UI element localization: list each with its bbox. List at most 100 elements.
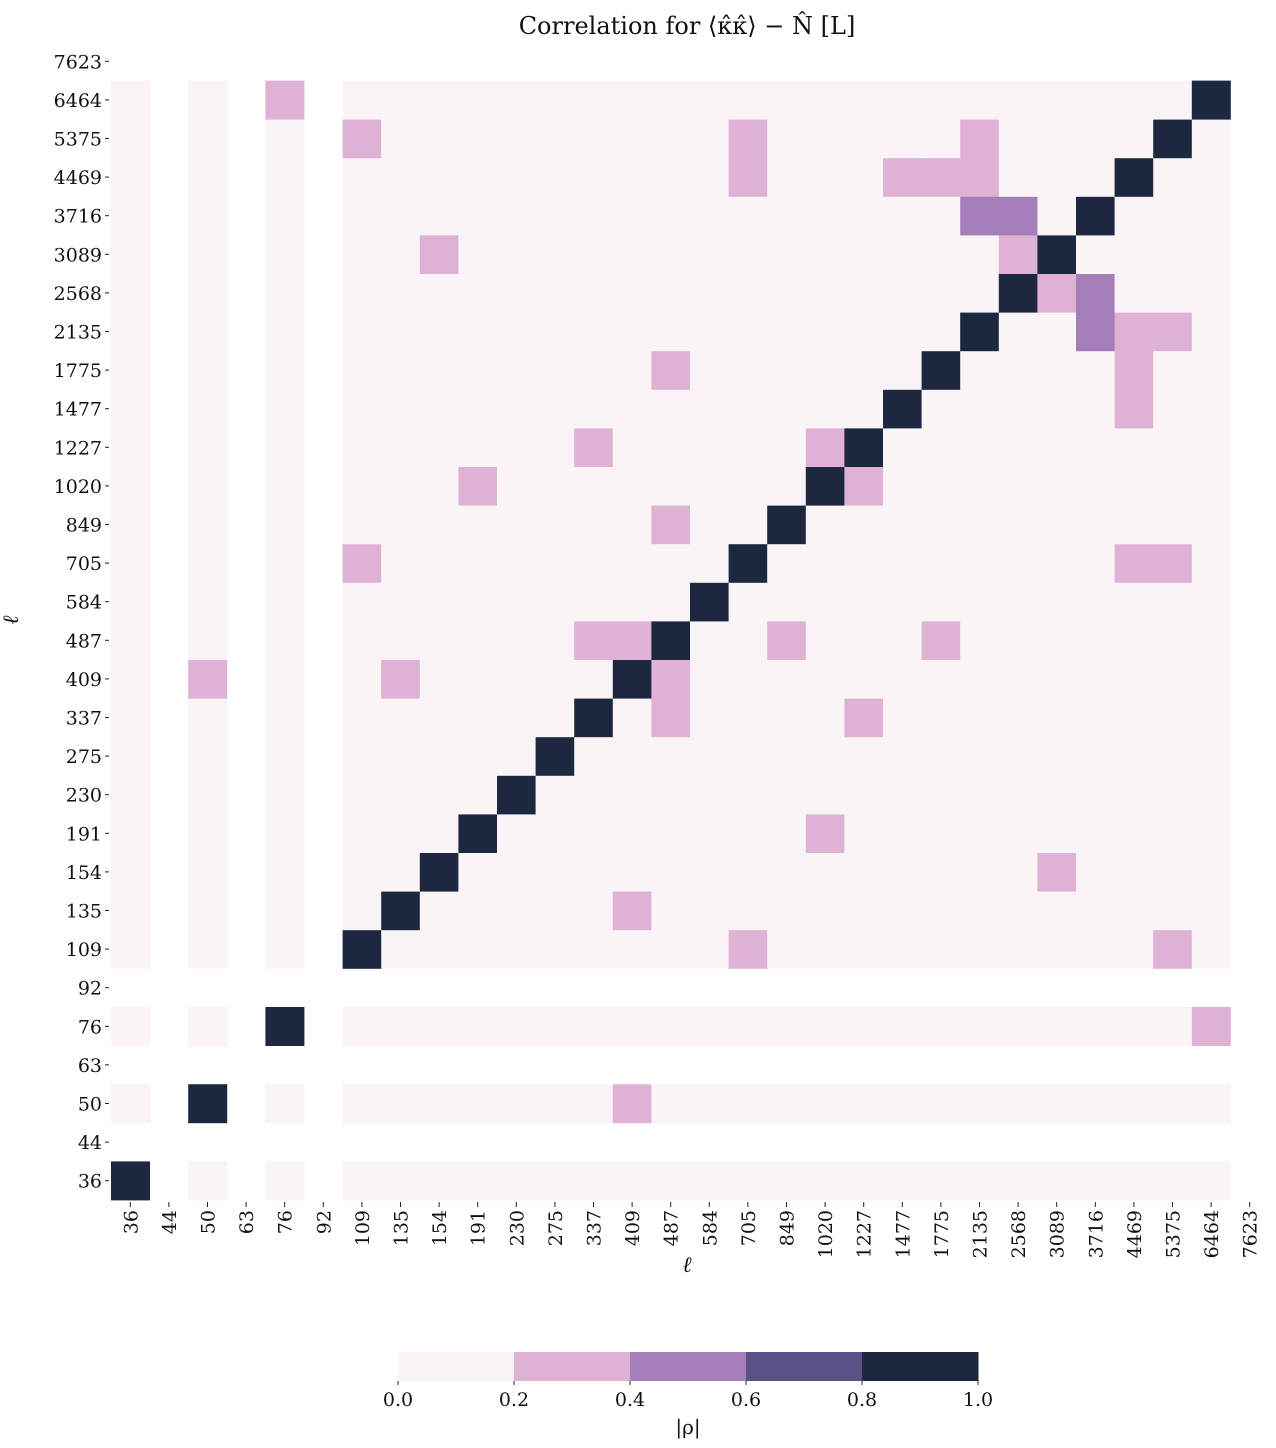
heatmap-cell	[1153, 196, 1193, 236]
heatmap-cell	[612, 466, 652, 506]
heatmap-cell	[960, 428, 1000, 467]
heatmap-cell	[690, 582, 729, 622]
heatmap-cell	[1191, 273, 1231, 313]
heatmap-cell	[767, 891, 807, 931]
y-axis-label: ℓ	[0, 615, 24, 625]
heatmap-cell	[883, 273, 922, 313]
heatmap-cell	[381, 852, 421, 892]
heatmap-cell	[883, 1161, 922, 1201]
heatmap-cell	[111, 621, 150, 660]
heatmap-cell	[1076, 389, 1115, 429]
heatmap-cell	[458, 852, 498, 892]
heatmap-cell	[497, 582, 536, 622]
heatmap-cell	[767, 273, 807, 313]
heatmap-cell	[690, 1084, 729, 1124]
heatmap-cell	[844, 698, 884, 738]
heatmap-cell	[1153, 428, 1193, 467]
heatmap-cells	[111, 80, 1231, 1201]
heatmap-cell	[612, 312, 652, 352]
heatmap-cell	[574, 389, 614, 429]
heatmap-cell	[1037, 80, 1077, 120]
heatmap-cell	[1076, 1007, 1115, 1046]
heatmap-cell	[535, 621, 575, 660]
heatmap-cell	[342, 621, 382, 660]
heatmap-cell	[883, 350, 922, 390]
heatmap-cell	[651, 273, 691, 313]
heatmap-cell	[612, 543, 652, 583]
heatmap-cell	[535, 814, 575, 853]
heatmap-cell	[1153, 621, 1193, 660]
heatmap-cell	[805, 659, 845, 699]
heatmap-cell	[535, 736, 575, 776]
heatmap-cell	[1076, 235, 1115, 274]
heatmap-cell	[844, 1084, 884, 1124]
heatmap-cell	[883, 814, 922, 853]
heatmap-cell	[381, 157, 421, 197]
heatmap-cell	[844, 1007, 884, 1046]
heatmap-cell	[767, 1084, 807, 1124]
heatmap-cell	[844, 196, 884, 236]
heatmap-cell	[998, 698, 1038, 738]
heatmap-cell	[1153, 312, 1193, 352]
heatmap-cell	[458, 80, 498, 120]
heatmap-cell	[381, 428, 421, 467]
heatmap-cell	[111, 466, 150, 506]
heatmap-cell	[574, 312, 614, 352]
heatmap-cell	[651, 852, 691, 892]
heatmap-cell	[497, 543, 536, 583]
heatmap-cell	[419, 929, 459, 969]
heatmap-cell	[342, 582, 382, 622]
heatmap-cell	[497, 1084, 536, 1124]
heatmap-cell	[612, 1084, 652, 1124]
heatmap-cell	[1114, 852, 1154, 892]
heatmap-cell	[844, 235, 884, 274]
heatmap-cell	[921, 698, 961, 738]
heatmap-cell	[458, 621, 498, 660]
heatmap-cell	[497, 273, 536, 313]
heatmap-cell	[381, 80, 421, 120]
heatmap-cell	[265, 312, 305, 352]
heatmap-cell	[342, 1084, 382, 1124]
heatmap-cell	[265, 621, 305, 660]
heatmap-cell	[458, 659, 498, 699]
heatmap-cell	[188, 1084, 228, 1124]
heatmap-cell	[497, 505, 536, 545]
heatmap-cell	[265, 235, 305, 274]
heatmap-cell	[419, 1007, 459, 1046]
heatmap-cell	[188, 891, 228, 931]
heatmap-cell	[1037, 505, 1077, 545]
heatmap-cell	[1076, 852, 1115, 892]
heatmap-cell	[342, 389, 382, 429]
x-tick-label: 584	[699, 1210, 721, 1246]
heatmap-cell	[728, 543, 768, 583]
heatmap-cell	[1037, 814, 1077, 853]
heatmap-cell	[111, 157, 150, 197]
heatmap-cell	[690, 312, 729, 352]
heatmap-cell	[381, 389, 421, 429]
heatmap-cell	[998, 235, 1038, 274]
heatmap-cell	[458, 698, 498, 738]
heatmap-cell	[690, 80, 729, 120]
x-tick-label: 109	[352, 1210, 374, 1246]
heatmap-cell	[574, 1161, 614, 1201]
heatmap-cell	[111, 312, 150, 352]
heatmap-cell	[1076, 659, 1115, 699]
heatmap-cell	[1114, 505, 1154, 545]
heatmap-cell	[1153, 775, 1193, 815]
y-tick-label: 275	[66, 746, 102, 768]
heatmap-cell	[1191, 929, 1231, 969]
heatmap-cell	[419, 119, 459, 159]
heatmap-cell	[1153, 119, 1193, 159]
heatmap-cell	[998, 929, 1038, 969]
heatmap-cell	[883, 312, 922, 352]
heatmap-cell	[574, 157, 614, 197]
heatmap-cell	[458, 389, 498, 429]
heatmap-cell	[381, 119, 421, 159]
heatmap-cell	[574, 505, 614, 545]
heatmap-cell	[998, 119, 1038, 159]
heatmap-cell	[690, 852, 729, 892]
heatmap-cell	[381, 659, 421, 699]
heatmap-cell	[497, 196, 536, 236]
heatmap-cell	[1191, 235, 1231, 274]
